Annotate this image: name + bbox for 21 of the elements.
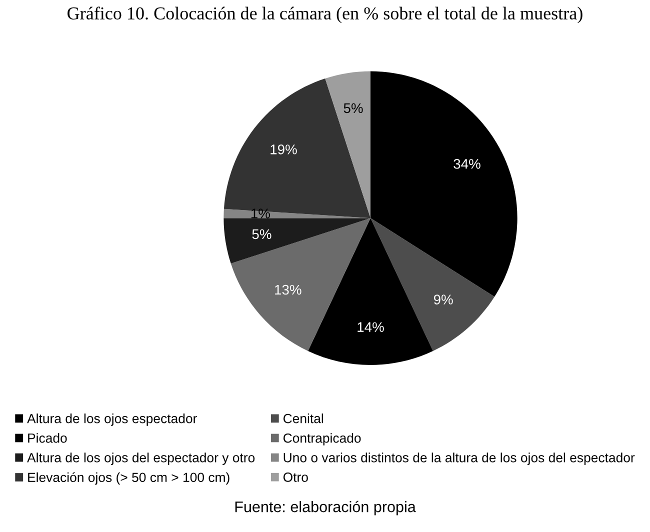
chart-title: Gráfico 10. Colocación de la cámara (en % sobre el total de la muestra) <box>68 6 582 24</box>
pie-slice <box>224 78 370 218</box>
data-label: 5% <box>344 103 363 114</box>
data-label: 9% <box>434 294 453 304</box>
legend-label: Picado <box>28 433 67 443</box>
pie-slice <box>325 71 370 218</box>
legend-label: Otro <box>283 472 308 482</box>
data-label: 34% <box>454 158 480 169</box>
source-note: Fuente: elaboración propia <box>235 500 416 516</box>
data-label: 14% <box>358 322 384 332</box>
legend-label: Uno o varios distintos de la altura de los ojos del espectador <box>284 452 635 465</box>
legend-label: Elevación ojos (> 50 cm > 100 cm) <box>28 472 230 485</box>
pie-slice <box>224 218 370 264</box>
legend-label: Altura de los ojos espectador <box>27 414 197 426</box>
data-label: 13% <box>275 284 302 295</box>
legend-label: Cenital <box>283 414 324 424</box>
legend-label: Altura de los ojos del espectador y otro <box>27 452 255 465</box>
legend-label: Contrapicado <box>283 433 361 446</box>
data-label: 1% <box>251 208 270 218</box>
data-label: 5% <box>252 229 272 240</box>
data-label: 19% <box>270 144 297 154</box>
